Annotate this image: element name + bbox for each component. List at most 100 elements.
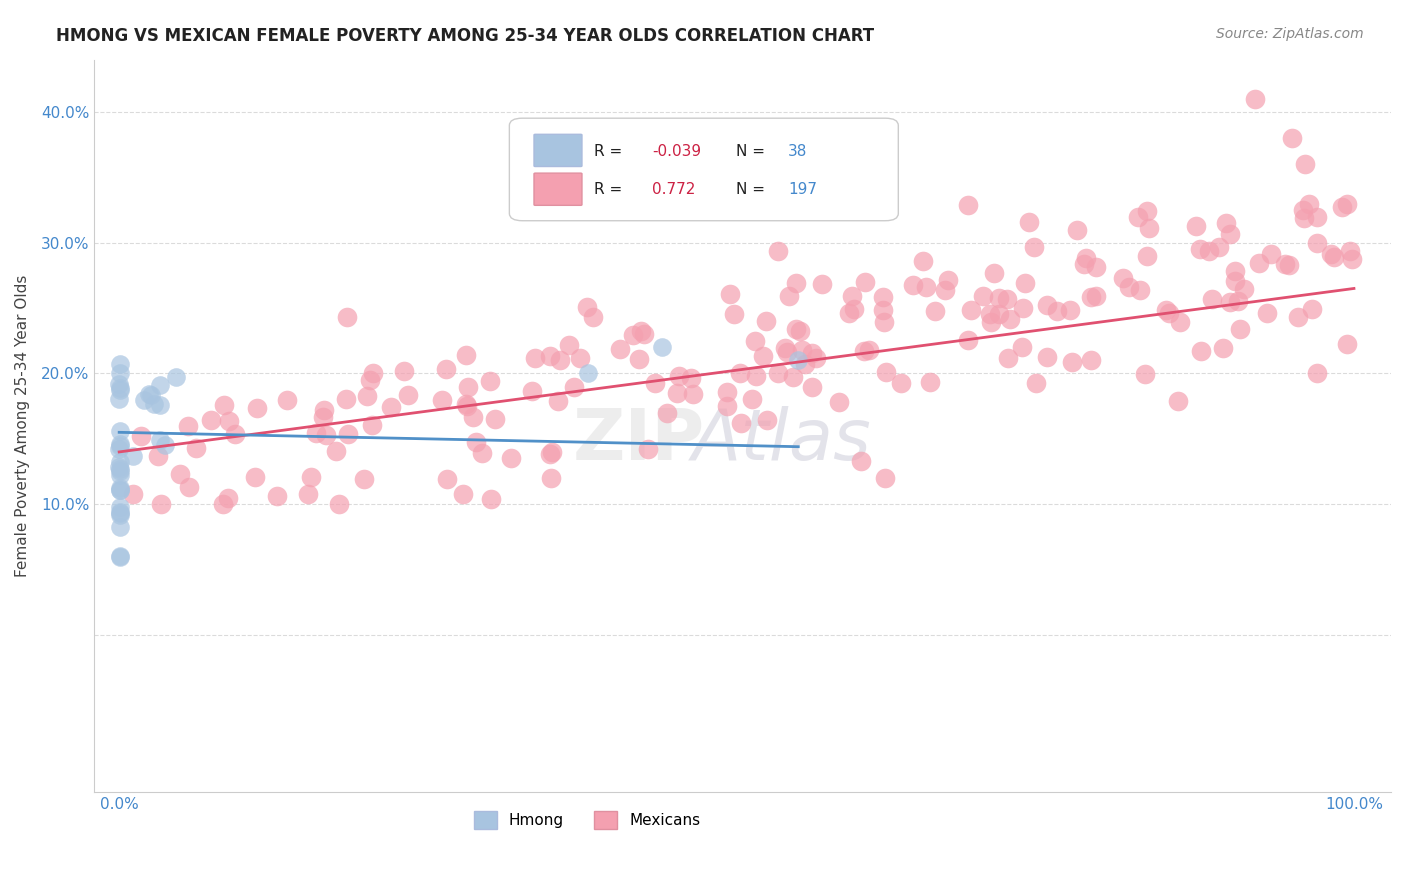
Point — [980, 315, 1002, 329]
Point — [924, 303, 946, 318]
Point — [146, 449, 169, 463]
Point — [1291, 202, 1313, 217]
Point — [1336, 336, 1358, 351]
Point — [479, 374, 502, 388]
Point — [1320, 247, 1343, 261]
Text: 0.772: 0.772 — [652, 183, 696, 197]
Point — [108, 468, 131, 483]
Point — [1074, 251, 1097, 265]
Point — [775, 341, 797, 355]
Point — [651, 340, 673, 354]
Point — [959, 303, 981, 318]
Point — [1212, 341, 1234, 355]
Point — [801, 345, 824, 359]
Point — [212, 398, 235, 412]
Point — [430, 393, 453, 408]
Point — [811, 277, 834, 291]
Point — [849, 453, 872, 467]
Point — [1225, 274, 1247, 288]
Point — [1306, 367, 1329, 381]
Point — [148, 398, 170, 412]
Point — [621, 328, 644, 343]
Point — [730, 416, 752, 430]
Point — [766, 244, 789, 258]
Point — [576, 367, 599, 381]
Point — [336, 427, 359, 442]
Point — [983, 266, 1005, 280]
Point — [547, 393, 569, 408]
Point — [741, 392, 763, 406]
Point — [471, 446, 494, 460]
Point — [872, 290, 894, 304]
Point — [936, 273, 959, 287]
Point — [523, 351, 546, 366]
Point — [218, 414, 240, 428]
Point — [336, 310, 359, 324]
Point — [314, 403, 336, 417]
Point — [1340, 252, 1362, 267]
Point — [184, 441, 207, 455]
Point — [1292, 211, 1315, 225]
Point — [558, 338, 581, 352]
Point — [132, 392, 155, 407]
Point — [108, 454, 131, 468]
Point — [169, 467, 191, 482]
Point — [995, 292, 1018, 306]
Point — [434, 361, 457, 376]
Point — [108, 500, 131, 514]
Point — [108, 383, 131, 397]
Point — [149, 433, 172, 447]
Point — [841, 289, 863, 303]
Point — [1189, 343, 1212, 358]
Point — [1080, 290, 1102, 304]
Point — [451, 487, 474, 501]
Point — [785, 322, 807, 336]
Point — [108, 440, 131, 454]
Point — [1256, 306, 1278, 320]
Point — [1025, 376, 1047, 390]
Point — [728, 366, 751, 380]
Text: ZIP: ZIP — [572, 406, 706, 475]
Point — [297, 487, 319, 501]
FancyBboxPatch shape — [534, 135, 582, 167]
Text: R =: R = — [593, 144, 627, 159]
Point — [979, 307, 1001, 321]
Y-axis label: Female Poverty Among 25-34 Year Olds: Female Poverty Among 25-34 Year Olds — [15, 275, 30, 577]
Point — [1298, 197, 1320, 211]
Point — [920, 375, 942, 389]
Point — [628, 352, 651, 367]
Point — [461, 410, 484, 425]
Point — [312, 410, 335, 425]
Point — [804, 351, 827, 365]
Text: N =: N = — [737, 144, 770, 159]
Point — [356, 389, 378, 403]
Point — [1226, 293, 1249, 308]
Point — [872, 315, 894, 329]
Point — [682, 387, 704, 401]
Point — [108, 366, 131, 380]
Point — [454, 348, 477, 362]
Point — [1000, 312, 1022, 326]
Point — [1085, 260, 1108, 274]
Point — [562, 380, 585, 394]
Point — [464, 435, 486, 450]
Point — [108, 483, 131, 498]
Point — [875, 365, 897, 379]
Point — [396, 387, 419, 401]
Point — [1066, 223, 1088, 237]
Point — [766, 366, 789, 380]
Point — [108, 381, 131, 395]
Point — [1118, 280, 1140, 294]
Point — [1278, 258, 1301, 272]
Point — [165, 370, 187, 384]
Point — [1294, 157, 1316, 171]
Point — [637, 442, 659, 456]
Point — [1011, 301, 1033, 316]
Point — [858, 343, 880, 358]
Point — [1035, 297, 1057, 311]
Point — [108, 462, 131, 476]
FancyBboxPatch shape — [509, 118, 898, 220]
Point — [633, 327, 655, 342]
Point — [838, 306, 860, 320]
Point — [245, 470, 267, 484]
